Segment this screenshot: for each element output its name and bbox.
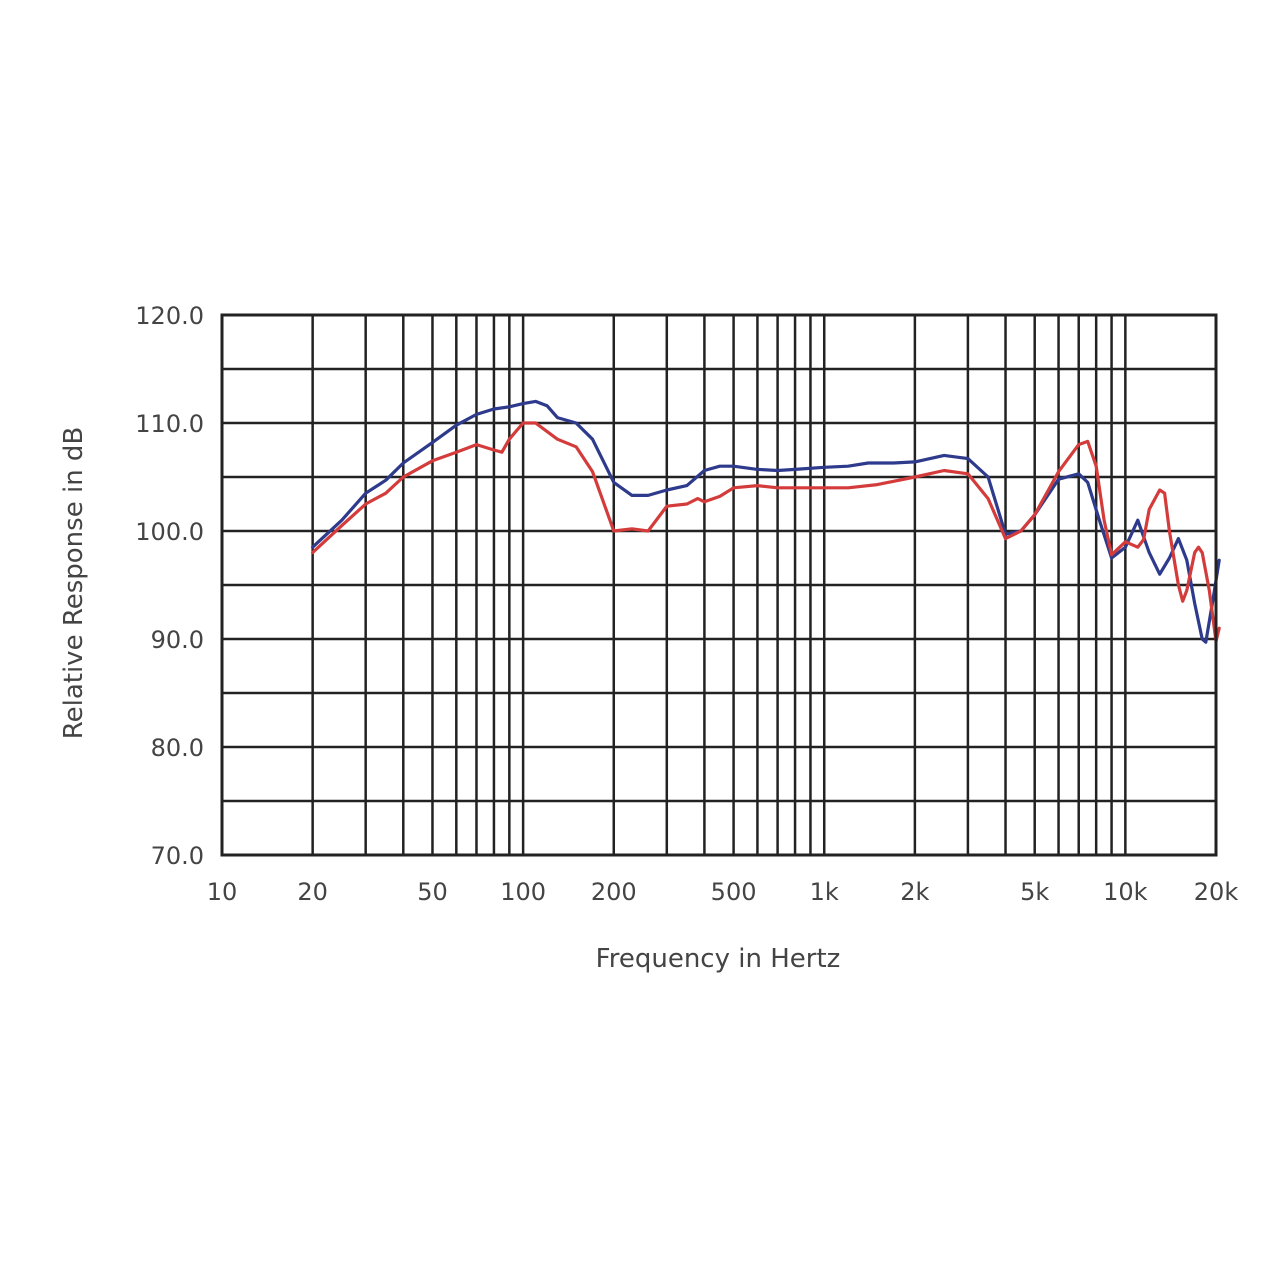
series-layer [311, 399, 1221, 644]
y-tick-label: 110.0 [135, 410, 204, 438]
y-tick-label: 90.0 [151, 626, 204, 654]
x-tick-labels: 10 20 50 100 200 500 1k 2k 5k 10k 20k [207, 878, 1239, 906]
plot-frame [220, 313, 1218, 857]
y-tick-label: 70.0 [151, 842, 204, 870]
x-tick-label: 10 [207, 878, 238, 906]
y-tick-labels: 120.0 110.0 100.0 90.0 80.0 70.0 [135, 302, 204, 870]
x-axis-label: Frequency in Hertz [596, 944, 841, 974]
x-tick-label: 100 [500, 878, 546, 906]
y-tick-label: 120.0 [135, 302, 204, 330]
x-tick-label: 2k [900, 878, 929, 906]
x-tick-label: 1k [810, 878, 839, 906]
x-tick-label: 10k [1103, 878, 1148, 906]
x-tick-label: 200 [591, 878, 637, 906]
series-line-2 [311, 421, 1221, 643]
y-tick-label: 100.0 [135, 518, 204, 546]
y-tick-label: 80.0 [151, 734, 204, 762]
y-axis-label: Relative Response in dB [59, 427, 89, 740]
x-tick-label: 500 [711, 878, 757, 906]
x-tick-label: 5k [1020, 878, 1049, 906]
x-tick-label: 20k [1194, 878, 1239, 906]
grid [220, 313, 1218, 857]
x-tick-label: 20 [297, 878, 328, 906]
series-line-1 [311, 399, 1221, 644]
x-tick-label: 50 [417, 878, 448, 906]
